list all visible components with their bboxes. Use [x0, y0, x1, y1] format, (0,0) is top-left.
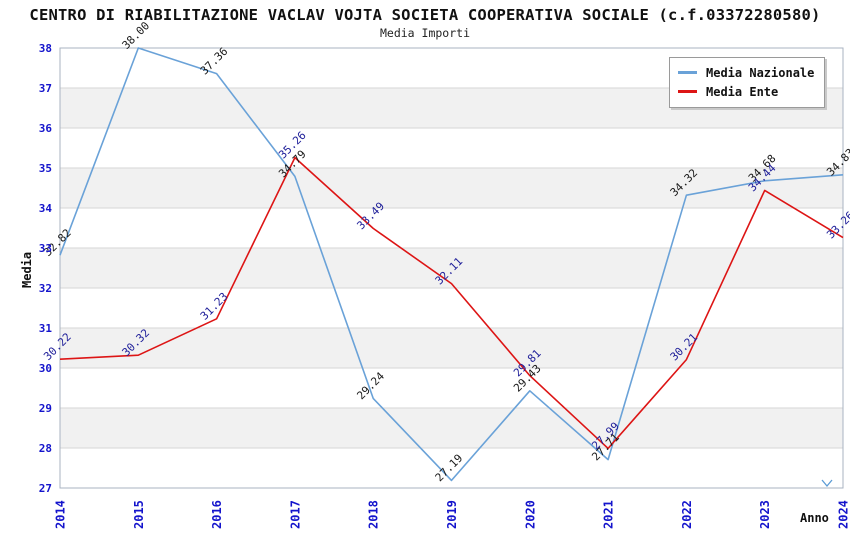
y-tick-label: 38	[39, 42, 52, 55]
plot-band	[60, 248, 843, 288]
x-tick-label: 2014	[54, 500, 68, 529]
plot-border	[59, 47, 844, 489]
chart-subtitle: Media Importi	[379, 26, 470, 40]
y-tick-label: 30	[39, 362, 52, 375]
legend-item-media-nazionale: Media Nazionale	[678, 63, 814, 82]
plot-band	[60, 368, 843, 408]
y-tick-label: 33	[39, 242, 52, 255]
plot-band	[60, 168, 843, 208]
plot-band	[60, 288, 843, 328]
chart-title: CENTRO DI RIABILITAZIONE VACLAV VOJTA SO…	[29, 6, 821, 24]
x-tick-label: 2017	[288, 500, 302, 529]
y-tick-label: 27	[39, 482, 52, 495]
x-tick-label: 2019	[445, 500, 459, 529]
plot-band	[60, 448, 843, 488]
x-tick-label: 2023	[758, 500, 772, 529]
legend: Media Nazionale Media Ente	[669, 57, 826, 108]
y-tick-label: 35	[39, 162, 52, 175]
y-tick-label: 37	[39, 82, 52, 95]
x-tick-label: 2024	[837, 500, 850, 529]
plot-band	[60, 408, 843, 448]
x-axis-title: Anno	[800, 511, 829, 525]
y-tick-label: 31	[39, 322, 53, 335]
y-tick-label: 28	[39, 442, 52, 455]
x-tick-label: 2020	[523, 500, 537, 529]
series-line-media-ente	[59, 156, 844, 450]
x-tick-label: 2022	[680, 500, 694, 529]
legend-swatch-media-nazionale	[678, 71, 697, 74]
legend-label: Media Nazionale	[706, 65, 815, 80]
plot-band	[60, 328, 843, 368]
plot-band	[60, 208, 843, 248]
x-tick-label: 2015	[132, 500, 146, 529]
y-tick-label: 34	[39, 202, 53, 215]
y-tick-label: 32	[39, 282, 52, 295]
plot-band	[60, 128, 843, 168]
legend-item-media-ente: Media Ente	[678, 82, 814, 101]
y-tick-label: 29	[39, 402, 52, 415]
x-tick-label: 2018	[367, 500, 381, 529]
x-tick-label: 2021	[602, 500, 616, 529]
y-axis-title: Media	[20, 252, 34, 288]
series-line-media-nazionale	[59, 47, 844, 482]
legend-label: Media Ente	[706, 84, 779, 99]
x-tick-label: 2016	[210, 500, 224, 529]
legend-swatch-media-ente	[678, 90, 697, 93]
y-tick-label: 36	[39, 122, 53, 135]
axis-arrow-icon	[821, 479, 833, 488]
